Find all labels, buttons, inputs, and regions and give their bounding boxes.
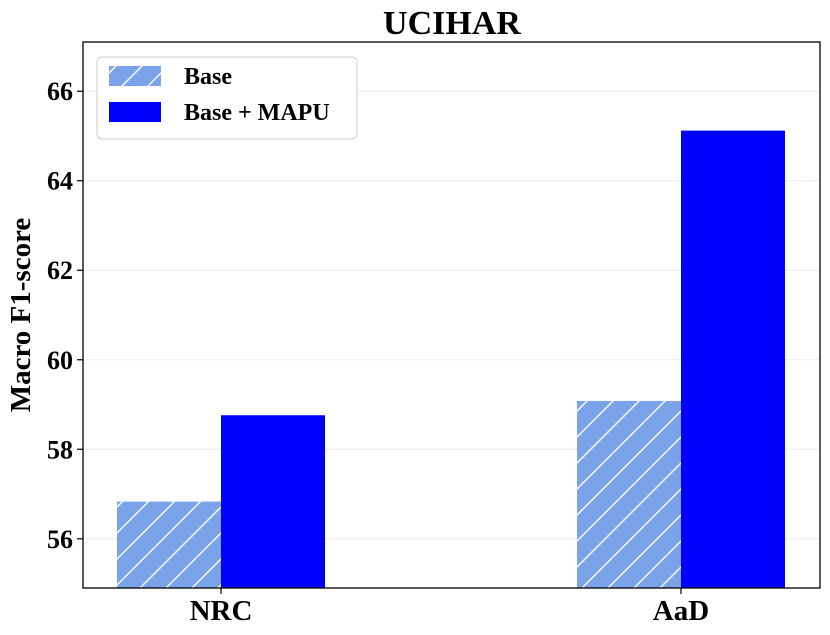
legend-label: Base [184, 64, 232, 90]
y-tick-label: 56 [47, 525, 73, 554]
legend-swatch-hatch [109, 66, 161, 86]
bars [117, 130, 785, 589]
y-tick-label: 58 [47, 435, 73, 464]
bar-base-mapu-aad [681, 130, 785, 589]
x-category-label: AaD [653, 595, 709, 627]
legend-label: Base + MAPU [184, 100, 330, 126]
chart-title: UCIHAR [383, 5, 521, 42]
y-tick-label: 62 [47, 256, 73, 285]
y-tick-label: 66 [47, 77, 73, 106]
y-axis-ticks: 56 58 60 62 64 66 [47, 77, 83, 554]
legend: Base Base + MAPU [96, 56, 358, 140]
x-axis-categories: NRC AaD [190, 588, 709, 627]
legend-swatch-base-mapu [109, 102, 161, 122]
y-axis-label: Macro F1-score [5, 218, 37, 413]
y-tick-label: 60 [47, 346, 73, 375]
legend-box [96, 56, 358, 140]
x-category-label: NRC [190, 595, 253, 627]
bar-hatch-overlay [577, 400, 681, 588]
bar-base-mapu-nrc [221, 415, 325, 588]
bar-hatch-overlay [117, 501, 221, 588]
plot-area-frame [82, 41, 821, 589]
y-tick-label: 64 [47, 167, 73, 196]
